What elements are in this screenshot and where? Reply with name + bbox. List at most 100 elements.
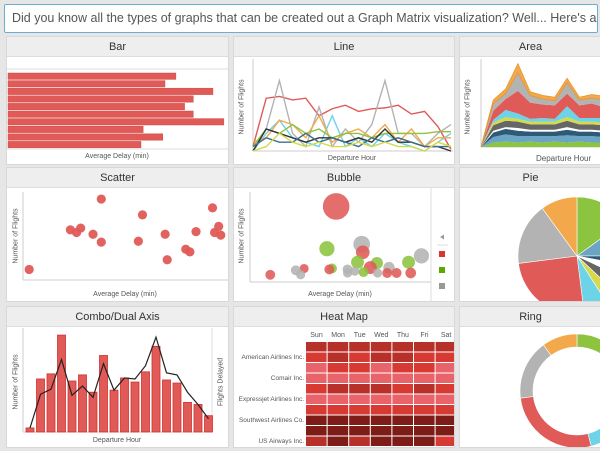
heatmap-column-label: Tue bbox=[353, 332, 366, 339]
bubble-green bbox=[402, 255, 416, 269]
heatmap-column-label: Sat bbox=[440, 332, 452, 339]
heatmap-cell bbox=[327, 426, 349, 436]
bubble-red bbox=[324, 264, 335, 275]
panel-title: Area bbox=[460, 37, 600, 57]
panel-title: Scatter bbox=[7, 168, 228, 188]
heatmap-row-label: US Airways Inc. bbox=[258, 437, 304, 445]
heatmap-row-label: Expressjet Airlines Inc. bbox=[238, 395, 304, 403]
scatter-point bbox=[88, 229, 98, 239]
combo-bar bbox=[162, 379, 171, 433]
heatmap-cell bbox=[435, 415, 454, 425]
bubble-gray bbox=[342, 268, 353, 278]
area-series-darkgray bbox=[481, 120, 600, 147]
heatmap-column-label: Thu bbox=[396, 332, 409, 339]
bubble-gray bbox=[373, 268, 383, 278]
y-axis-label: Number of Flights bbox=[12, 354, 20, 410]
heatmap-cell bbox=[327, 373, 349, 383]
heatmap-cell bbox=[327, 342, 349, 352]
area-series-cyan bbox=[481, 106, 600, 147]
heatmap-column-label: Mon bbox=[331, 332, 345, 339]
heatmap-chart bbox=[306, 342, 454, 446]
bubble-gray bbox=[296, 270, 306, 280]
heatmap-cell bbox=[414, 415, 435, 425]
panel-title: Combo/Dual Axis bbox=[7, 307, 228, 327]
line-series-black bbox=[252, 128, 452, 152]
panel-title: Pie bbox=[460, 168, 600, 188]
area-chart bbox=[480, 59, 600, 148]
x-axis-label: Average Delay (min) bbox=[93, 291, 157, 298]
area-series-navy bbox=[481, 128, 600, 147]
secondary-y-axis-label: Flights Delayed bbox=[217, 357, 225, 407]
hint-text-box[interactable]: Did you know all the types of graphs tha… bbox=[4, 4, 598, 33]
area-series-blue bbox=[481, 134, 600, 147]
scatter-point bbox=[160, 229, 170, 239]
scatter-point bbox=[96, 237, 106, 247]
heatmap-cell bbox=[435, 436, 454, 446]
legend-swatch-gray bbox=[439, 283, 445, 289]
heatmap-cell bbox=[327, 384, 349, 394]
pie-slice-blue bbox=[576, 238, 600, 257]
area-series-yellow bbox=[481, 117, 600, 147]
panel-title: Ring bbox=[460, 307, 600, 327]
heatmap-cell bbox=[435, 394, 454, 404]
legend-swatch-red bbox=[439, 251, 445, 257]
bubble-chart bbox=[249, 188, 448, 301]
heatmap-cell bbox=[306, 394, 327, 404]
heatmap-cell bbox=[414, 373, 435, 383]
legend-swatch-green bbox=[439, 267, 445, 273]
scatter-point bbox=[191, 227, 201, 237]
heatmap-cell bbox=[349, 394, 370, 404]
bar-chart bbox=[7, 68, 228, 150]
heatmap-cell bbox=[327, 405, 349, 415]
heatmap-row-label: Southwest Airlines Co. bbox=[238, 416, 304, 424]
heatmap-cell bbox=[306, 415, 327, 425]
combo-bar bbox=[204, 415, 213, 433]
combo-line-series bbox=[29, 335, 209, 429]
line-series-green bbox=[252, 123, 451, 148]
heatmap-column-label: Fri bbox=[420, 332, 429, 339]
combo-bar bbox=[46, 373, 56, 433]
bubble-red bbox=[391, 268, 402, 278]
bubble-gray bbox=[413, 248, 430, 264]
y-axis-label: Number of Flights bbox=[238, 208, 246, 264]
pie-slice-cyan bbox=[576, 255, 600, 301]
heatmap-cell bbox=[306, 436, 327, 446]
heatmap-cell bbox=[349, 342, 370, 352]
panel-title: Bubble bbox=[234, 168, 454, 188]
heatmap-cell bbox=[349, 352, 370, 362]
combo-chart bbox=[22, 328, 213, 433]
heatmap-cell bbox=[306, 405, 327, 415]
bubble-red bbox=[322, 193, 350, 220]
heatmap-cell bbox=[370, 394, 392, 404]
heatmap-cell bbox=[370, 426, 392, 436]
combo-bar bbox=[130, 381, 140, 433]
heatmap-cell bbox=[435, 352, 454, 362]
line-series-yellow bbox=[252, 132, 452, 152]
combo-bar bbox=[25, 427, 35, 433]
heatmap-cell bbox=[414, 342, 435, 352]
area-series-red bbox=[481, 90, 600, 147]
bubble-red bbox=[265, 269, 276, 280]
scatter-point bbox=[216, 230, 226, 240]
y-axis-label: Number of Flights bbox=[464, 79, 472, 135]
heatmap-panel: Heat Map Sun Mon Tue Wed Thu Fri Sat American A… bbox=[233, 306, 455, 448]
heatmap-cell bbox=[327, 394, 349, 404]
heatmap-cell bbox=[392, 384, 413, 394]
heatmap-cell bbox=[306, 342, 327, 352]
bar bbox=[7, 95, 194, 103]
heatmap-cell bbox=[392, 363, 413, 373]
bar bbox=[7, 110, 194, 118]
heatmap-cell bbox=[327, 415, 349, 425]
scatter-chart bbox=[22, 192, 228, 281]
heatmap-cell bbox=[435, 373, 454, 383]
heatmap-cell bbox=[306, 384, 327, 394]
heatmap-cell bbox=[435, 405, 454, 415]
scatter-point bbox=[162, 255, 172, 265]
bar bbox=[7, 103, 185, 111]
bar bbox=[7, 133, 164, 141]
bubble-green bbox=[351, 255, 364, 269]
x-axis-label: Departure Hour bbox=[327, 155, 377, 162]
heatmap-cell bbox=[435, 363, 454, 373]
heatmap-cell bbox=[349, 373, 370, 383]
heatmap-cell bbox=[370, 405, 392, 415]
